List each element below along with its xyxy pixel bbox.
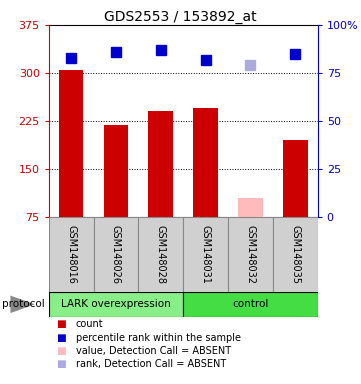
Bar bbox=[59, 70, 83, 217]
Polygon shape bbox=[10, 296, 35, 313]
Bar bbox=[104, 126, 128, 217]
Text: GSM148028: GSM148028 bbox=[156, 225, 166, 284]
Text: percentile rank within the sample: percentile rank within the sample bbox=[76, 333, 241, 343]
Text: LARK overexpression: LARK overexpression bbox=[61, 299, 171, 310]
Bar bbox=[193, 108, 218, 217]
Bar bbox=[138, 217, 183, 292]
Text: GSM148035: GSM148035 bbox=[290, 225, 300, 284]
Text: value, Detection Call = ABSENT: value, Detection Call = ABSENT bbox=[76, 346, 231, 356]
Text: GDS2553 / 153892_at: GDS2553 / 153892_at bbox=[104, 10, 257, 23]
Bar bbox=[183, 217, 228, 292]
Text: rank, Detection Call = ABSENT: rank, Detection Call = ABSENT bbox=[76, 359, 226, 369]
Text: GSM148026: GSM148026 bbox=[111, 225, 121, 284]
Text: GSM148031: GSM148031 bbox=[201, 225, 210, 284]
Text: ■: ■ bbox=[56, 359, 66, 369]
Bar bbox=[183, 292, 318, 317]
Bar bbox=[273, 217, 318, 292]
Text: ■: ■ bbox=[56, 319, 66, 329]
Text: control: control bbox=[232, 299, 269, 310]
Text: GSM148032: GSM148032 bbox=[245, 225, 256, 284]
Bar bbox=[283, 140, 308, 217]
Text: count: count bbox=[76, 319, 104, 329]
Bar bbox=[148, 111, 173, 217]
Bar bbox=[49, 217, 93, 292]
Bar bbox=[238, 198, 263, 217]
Text: GSM148016: GSM148016 bbox=[66, 225, 76, 284]
Text: protocol: protocol bbox=[3, 299, 45, 310]
Text: ■: ■ bbox=[56, 346, 66, 356]
Bar bbox=[228, 217, 273, 292]
Bar bbox=[49, 292, 183, 317]
Bar bbox=[93, 217, 138, 292]
Text: ■: ■ bbox=[56, 333, 66, 343]
